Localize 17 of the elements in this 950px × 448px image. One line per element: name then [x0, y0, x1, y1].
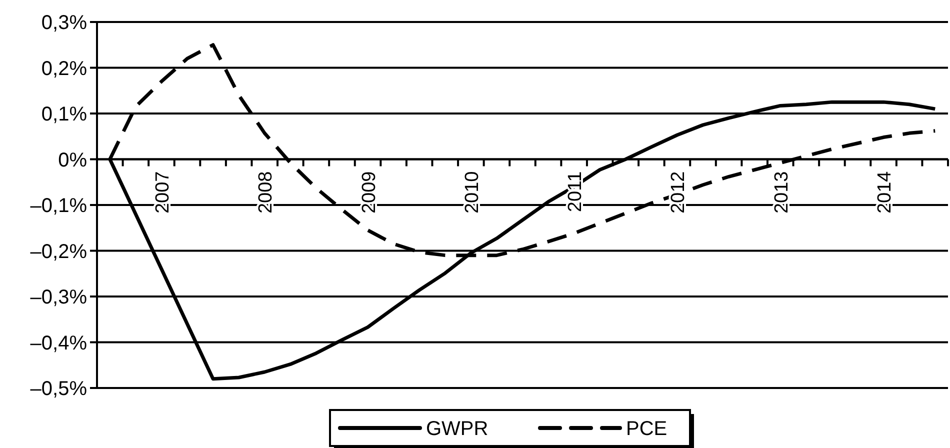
- x-tick-label: 2008: [256, 171, 277, 214]
- y-tick-label: –0,3%: [30, 286, 88, 308]
- x-tick-label: 2014: [874, 170, 896, 214]
- y-tick-label: 0,1%: [41, 104, 88, 126]
- x-tick-label: 2009: [358, 171, 380, 214]
- x-tick-label: 2010: [462, 171, 483, 214]
- y-tick-label: 0,3%: [41, 12, 88, 34]
- y-tick-label: –0,1%: [30, 195, 88, 217]
- x-tick-label: 2013: [771, 171, 792, 214]
- y-tick-label: –0,4%: [30, 332, 88, 354]
- y-tick-label: 0,2%: [41, 58, 88, 80]
- y-tick-label: 0%: [58, 149, 88, 172]
- legend-label: GWPR: [426, 418, 488, 440]
- x-tick-label: 2007: [152, 171, 174, 214]
- y-tick-label: –0,5%: [30, 378, 88, 400]
- legend-label: PCE: [626, 418, 668, 440]
- y-tick-label: –0,2%: [30, 240, 88, 263]
